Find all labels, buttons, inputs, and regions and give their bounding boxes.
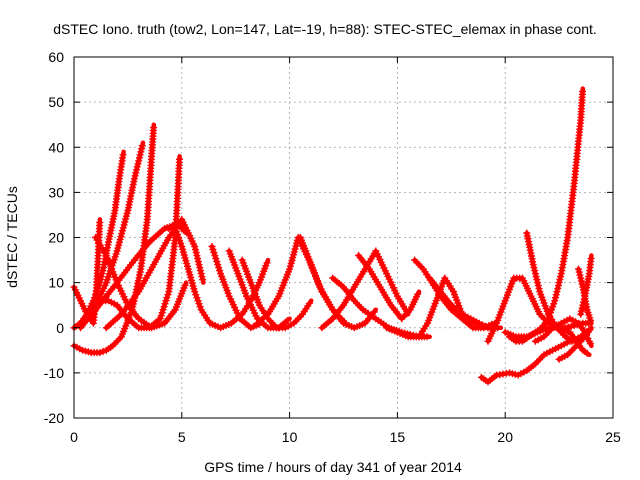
y-tick-label: 0 [56, 320, 64, 336]
data-point [199, 276, 207, 284]
data-point [579, 88, 587, 95]
series-arc-25 [506, 86, 587, 345]
data-point [119, 151, 127, 159]
data-point [587, 255, 595, 263]
ticks-layer: 0 5 10 15 20 25 -20 -10 0 10 20 30 40 50 60 [44, 49, 621, 445]
data-point [96, 219, 104, 226]
x-tick-label: 20 [497, 429, 513, 445]
data-point [586, 326, 594, 334]
series-arc-14 [296, 234, 379, 332]
x-tick-label: 15 [390, 429, 406, 445]
series-arc-27 [531, 315, 594, 349]
series-arc-18 [383, 274, 465, 341]
data-point [99, 347, 107, 355]
y-tick-label: -10 [44, 365, 64, 381]
y-tick-label: 40 [48, 139, 64, 155]
data-point [583, 349, 591, 357]
data-point [586, 340, 594, 347]
series-arc-15 [318, 247, 411, 332]
x-tick-label: 10 [282, 429, 298, 445]
data-point [181, 281, 189, 289]
y-tick-label: 50 [48, 94, 64, 110]
series-arc-30 [577, 253, 595, 318]
series-arc-26 [523, 229, 581, 345]
series-arc-28 [555, 325, 594, 363]
data-point [191, 288, 199, 296]
x-tick-label: 5 [178, 429, 186, 445]
data-point [481, 322, 489, 330]
data-point [587, 317, 595, 324]
y-tick-label: 10 [48, 275, 64, 291]
series-arc-7 [92, 234, 189, 332]
y-tick-label: -20 [44, 410, 64, 426]
data-point [305, 299, 313, 307]
series-layer [70, 86, 595, 386]
data-point [263, 259, 271, 267]
data-point [414, 290, 422, 298]
data-point [92, 291, 100, 299]
data-point [283, 317, 291, 324]
series-arc-17 [355, 252, 422, 323]
data-point [423, 333, 431, 341]
data-point [150, 124, 158, 132]
data-point [210, 249, 218, 256]
series-arc-10 [208, 243, 264, 332]
data-point [164, 291, 172, 299]
series-arc-21 [437, 292, 491, 331]
y-tick-label: 30 [48, 184, 64, 200]
y-axis-label: dSTEC / TECUs [4, 186, 20, 288]
y-tick-label: 20 [48, 230, 64, 246]
series-arc-12 [238, 256, 314, 332]
data-point [138, 142, 146, 150]
data-point [176, 155, 183, 163]
x-tick-label: 0 [70, 429, 78, 445]
y-tick-label: 60 [48, 49, 64, 65]
data-point [96, 349, 104, 357]
x-axis-label: GPS time / hours of day 341 of year 2014 [204, 459, 462, 475]
chart-title: dSTEC Iono. truth (tow2, Lon=147, Lat=-1… [53, 21, 597, 37]
data-point [553, 288, 561, 296]
x-tick-label: 25 [605, 429, 621, 445]
series-arc-22 [478, 325, 594, 386]
